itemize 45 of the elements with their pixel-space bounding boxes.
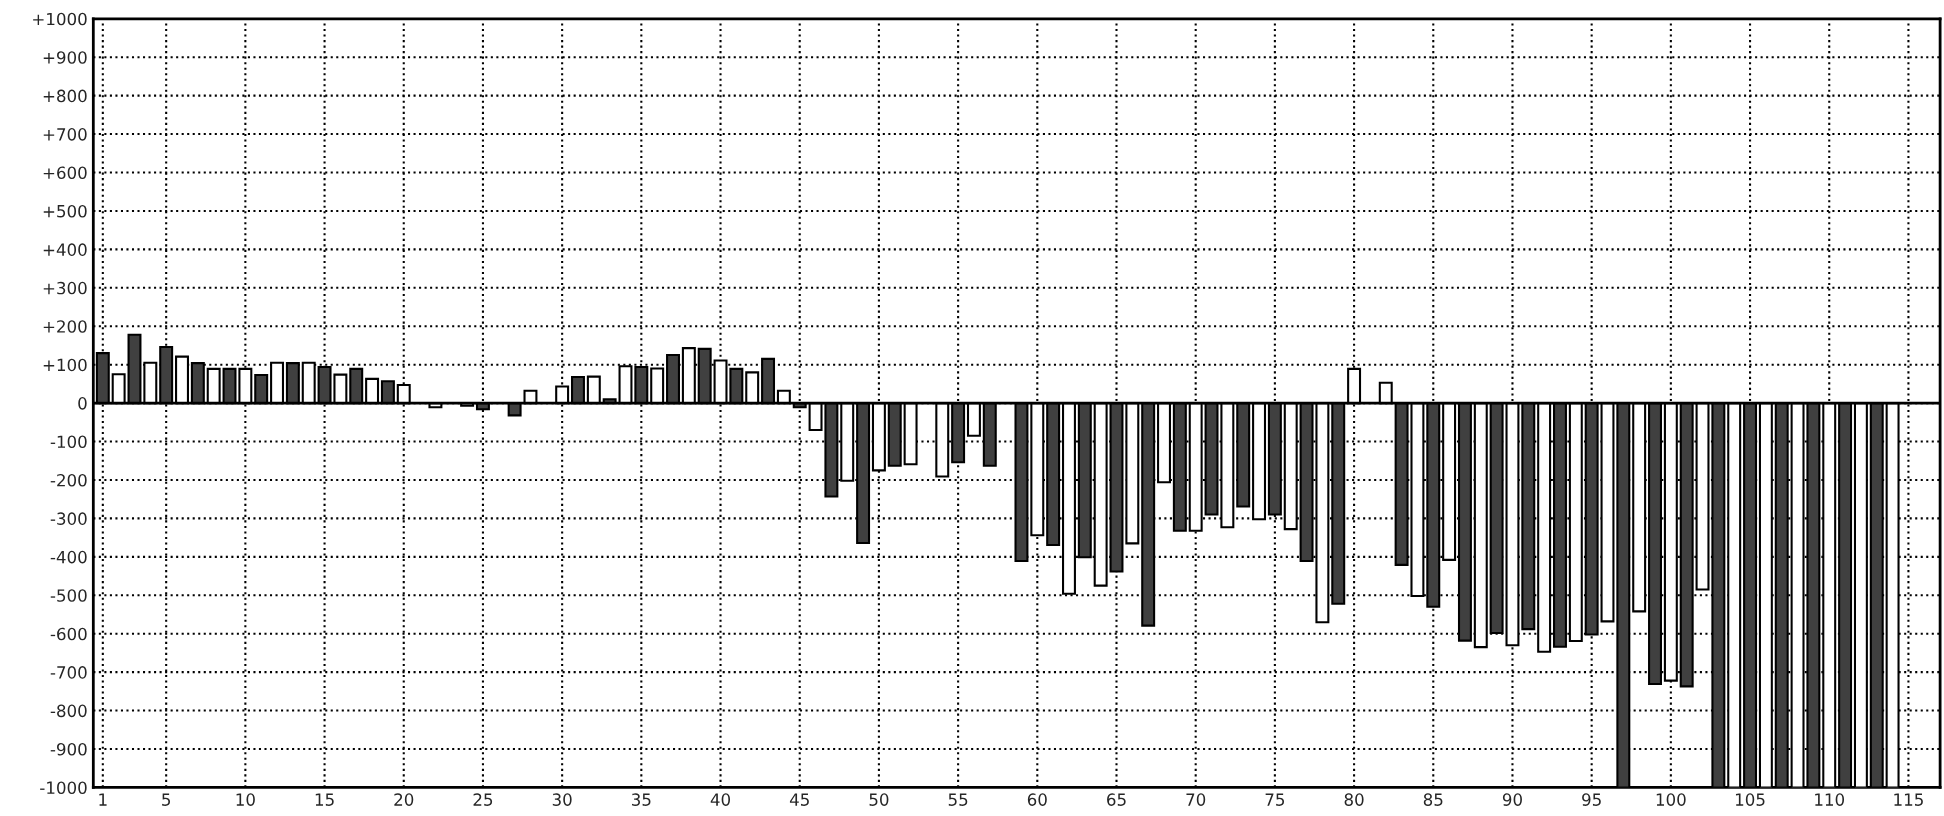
- y-tick-label: +1000: [33, 12, 87, 26]
- y-tick-label: -800: [50, 704, 87, 718]
- y-tick-label: -700: [50, 666, 87, 679]
- y-tick-label: -400: [50, 550, 87, 564]
- x-tick-label: 5: [162, 793, 171, 806]
- y-tick-label: +600: [43, 166, 87, 180]
- y-tick-label: +500: [43, 204, 87, 218]
- y-tick-label: +700: [43, 128, 87, 141]
- y-tick-label: +800: [43, 89, 87, 103]
- x-tick-label: 25: [473, 793, 493, 806]
- y-tick-label: +400: [43, 243, 87, 256]
- x-tick-label: 110: [1815, 793, 1845, 806]
- x-tick-label: 105: [1735, 793, 1765, 806]
- y-tick-label: +100: [43, 358, 87, 372]
- y-tick-label: -1000: [40, 781, 87, 795]
- x-tick-label: 55: [948, 793, 968, 806]
- x-tick-label: 80: [1344, 793, 1364, 806]
- x-tick-label: 50: [869, 793, 889, 806]
- y-tick-label: -500: [50, 589, 87, 602]
- y-tick-label: -900: [50, 742, 87, 756]
- x-tick-label: 10: [236, 793, 255, 806]
- x-tick-label: 85: [1423, 793, 1443, 806]
- x-tick-label: 95: [1582, 793, 1601, 806]
- x-tick-label: 90: [1502, 793, 1522, 806]
- x-tick-label: 30: [552, 793, 572, 806]
- x-tick-label: 1: [99, 793, 107, 806]
- x-tick-label: 15: [315, 793, 334, 806]
- x-tick-label: 65: [1107, 793, 1126, 806]
- y-tick-label: 0: [78, 397, 87, 410]
- x-tick-label: 40: [710, 793, 731, 806]
- x-tick-label: 75: [1265, 793, 1285, 806]
- y-tick-label: -600: [50, 627, 87, 641]
- y-tick-label: -300: [50, 512, 87, 525]
- x-tick-label: 115: [1894, 793, 1923, 806]
- y-tick-label: +900: [43, 51, 87, 64]
- x-tick-label: 60: [1027, 793, 1047, 806]
- x-tick-label: 70: [1186, 793, 1206, 806]
- x-tick-label: 100: [1656, 793, 1686, 806]
- y-tick-label: -100: [50, 435, 87, 449]
- x-tick-label: 35: [632, 793, 651, 806]
- x-tick-label: 45: [789, 793, 809, 806]
- x-tick-label: 20: [394, 793, 414, 806]
- y-tick-label: +200: [43, 320, 87, 333]
- y-tick-label: +300: [43, 281, 87, 295]
- y-tick-label: -200: [50, 473, 87, 487]
